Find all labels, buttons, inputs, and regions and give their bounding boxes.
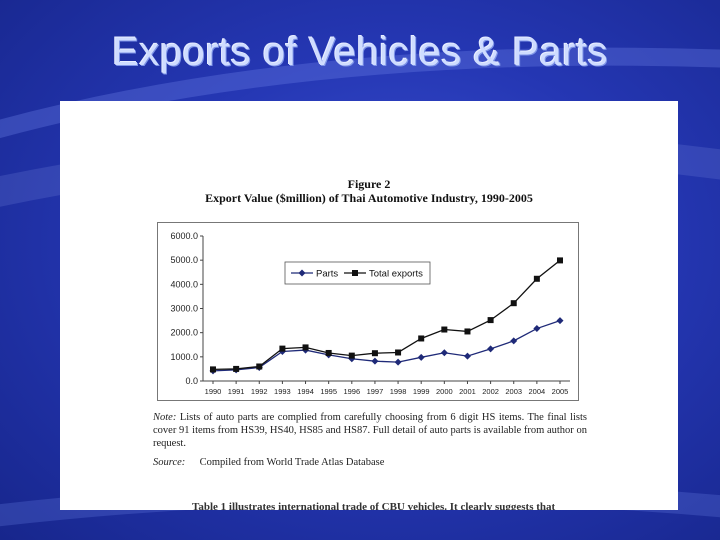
legend-label: Total exports: [369, 269, 423, 280]
x-tick-label: 1992: [251, 387, 268, 396]
chart-series: [209, 257, 564, 375]
chart-legend: Parts Total exports: [284, 261, 431, 285]
data-point: [557, 257, 563, 264]
data-point: [233, 365, 240, 372]
series-total-exports: [210, 257, 563, 373]
x-tick-label: 1997: [367, 387, 384, 396]
series-line: [212, 259, 561, 371]
data-point: [371, 350, 378, 357]
export-value-chart: 0.0 1000.0 2000.0 3000.0 4000.0 5000.0 6000.0 1…: [170, 231, 570, 396]
data-point: [441, 326, 448, 333]
data-point: [487, 317, 494, 324]
data-point: [395, 349, 402, 356]
data-point: [417, 353, 425, 361]
data-point: [510, 337, 518, 345]
chart-frame: 0.0 1000.0 2000.0 3000.0 4000.0 5000.0 6000.0 1…: [157, 222, 579, 401]
x-tick-label: 1994: [297, 387, 314, 396]
x-tick-label: 1999: [413, 387, 430, 396]
legend-swatch-marker: [298, 269, 306, 277]
x-tick-label: 2005: [552, 387, 569, 396]
y-tick-label: 6000.0: [170, 231, 198, 241]
data-point: [279, 345, 286, 352]
figure-source: Source: Compiled from World Trade Atlas …: [153, 457, 587, 468]
x-tick-label: 2004: [529, 387, 546, 396]
data-point: [394, 358, 402, 366]
data-point: [210, 366, 216, 373]
note-text: Lists of auto parts are complied from ca…: [153, 412, 587, 449]
data-point: [533, 275, 540, 282]
slide-title: Exports of Vehicles & Parts: [112, 30, 608, 74]
note-lead: Note:: [153, 412, 177, 423]
x-tick-label: 2002: [482, 387, 499, 396]
data-point: [418, 335, 425, 342]
y-tick-label: 1000.0: [170, 352, 198, 362]
x-tick-label: 1993: [274, 387, 291, 396]
y-tick-label: 0.0: [185, 376, 198, 386]
y-tick-label: 5000.0: [170, 255, 198, 265]
x-tick-label: 1998: [390, 387, 407, 396]
x-tick-label: 1991: [228, 387, 245, 396]
data-point: [463, 352, 471, 360]
legend-label: Parts: [316, 269, 338, 280]
x-tick-label: 1996: [343, 387, 360, 396]
x-tick-label: 2003: [505, 387, 522, 396]
x-tick-label: 1990: [205, 387, 222, 396]
y-tick-label: 4000.0: [170, 279, 198, 289]
x-tick-label: 2001: [459, 387, 476, 396]
body-text-fragment: Table 1 illustrates international trade …: [192, 501, 556, 510]
data-point: [302, 344, 309, 351]
data-point: [371, 357, 379, 365]
data-point: [533, 325, 541, 333]
data-point: [440, 349, 448, 357]
data-point: [325, 349, 332, 356]
figure-number: Figure 2: [347, 177, 391, 191]
data-point: [510, 300, 517, 307]
series-line: [212, 319, 561, 372]
series-parts: [209, 317, 564, 375]
y-tick-label: 2000.0: [170, 328, 198, 338]
chart-axes: 0.0 1000.0 2000.0 3000.0 4000.0 5000.0 6000.0 1…: [170, 231, 570, 396]
data-point: [556, 317, 564, 325]
x-tick-label: 2000: [436, 387, 453, 396]
legend-swatch-marker: [352, 270, 358, 276]
source-lead: Source:: [153, 457, 186, 468]
data-point: [348, 352, 355, 359]
figure-page: Figure 2 Export Value ($million) of Thai…: [60, 101, 678, 510]
data-point: [487, 345, 495, 353]
x-tick-label: 1995: [320, 387, 337, 396]
data-point: [464, 328, 471, 335]
data-point: [256, 363, 263, 370]
y-tick-label: 3000.0: [170, 304, 198, 314]
figure-note: Note: Lists of auto parts are complied f…: [153, 411, 587, 450]
figure-title: Export Value ($million) of Thai Automoti…: [205, 191, 533, 205]
source-text: Compiled from World Trade Atlas Database: [199, 457, 385, 468]
